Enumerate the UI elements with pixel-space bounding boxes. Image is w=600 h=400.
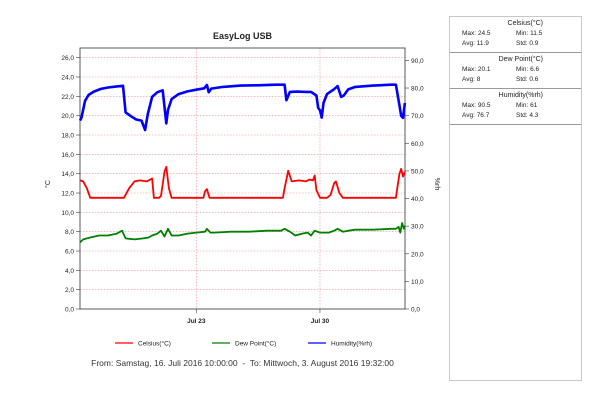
x-tick-label: Jul 23: [187, 318, 206, 325]
y-right-tick-label: 60,0: [411, 141, 424, 148]
stats-title: Dew Point(°C): [498, 56, 543, 63]
stats-row: Max: 90.5 Min: 61: [450, 101, 581, 111]
stats-section-dew-point: Dew Point(°C) Max: 20.1 Min: 6.6 Avg: 8 …: [450, 53, 581, 89]
y-left-tick-label: 16,0: [61, 152, 74, 159]
stats-row: Max: 24.5 Min: 11.5: [450, 29, 581, 39]
stats-row: Avg: 11.9 Std: 0.9: [450, 39, 581, 49]
series-line: [79, 165, 406, 199]
legend-label: Humidity(%rh): [331, 341, 372, 348]
y-right-tick-label: 50,0: [411, 168, 424, 175]
y-left-label: °C: [44, 180, 52, 188]
series-line: [79, 222, 406, 243]
stats-avg: Avg: 8: [462, 76, 481, 83]
y-right-tick-label: 30,0: [411, 224, 424, 231]
x-tick-label: Jul 30: [311, 318, 330, 325]
series-line: [78, 83, 407, 132]
stats-title: Humidity(%rh): [498, 92, 543, 99]
y-right-tick-label: 80,0: [411, 86, 424, 93]
stats-max: Max: 90.5: [462, 102, 491, 109]
y-right-tick-label: 20,0: [411, 251, 424, 258]
y-right-tick-label: 90,0: [411, 58, 424, 65]
chart-title: EasyLog USB: [213, 31, 273, 41]
plot-frame: [79, 47, 406, 310]
stats-panel: Celsius(°C) Max: 24.5 Min: 11.5 Avg: 11.…: [449, 16, 582, 381]
y-left-tick-label: 10,0: [61, 210, 74, 217]
date-range-text: From: Samstag, 16. Juli 2016 10:00:00 - …: [91, 358, 394, 368]
stats-avg: Avg: 11.9: [462, 40, 489, 47]
stats-row: Avg: 76.7 Std: 4.3: [450, 111, 581, 121]
y-left-tick-label: 6,0: [65, 249, 74, 256]
stats-min: Min: 11.5: [516, 30, 543, 37]
stats-row: Avg: 8 Std: 0.6: [450, 75, 581, 85]
y-right-label: %rh: [433, 178, 440, 191]
y-right-tick-label: 40,0: [411, 196, 424, 203]
stats-section-celsius: Celsius(°C) Max: 24.5 Min: 11.5 Avg: 11.…: [450, 17, 581, 53]
y-right-tick-label: 0,0: [411, 307, 420, 314]
y-left-tick-label: 26,0: [61, 55, 74, 62]
stats-section-humidity: Humidity(%rh) Max: 90.5 Min: 61 Avg: 76.…: [450, 89, 581, 125]
stats-row: Max: 20.1 Min: 6.6: [450, 65, 581, 75]
y-left-tick-label: 4,0: [65, 268, 74, 275]
y-left-tick-label: 24,0: [61, 75, 74, 82]
y-left-tick-label: 22,0: [61, 94, 74, 101]
y-left-tick-label: 0,0: [65, 307, 74, 314]
y-left-tick-label: 20,0: [61, 113, 74, 120]
y-right-tick-label: 70,0: [411, 113, 424, 120]
y-left-tick-label: 12,0: [61, 191, 74, 198]
stats-max: Max: 20.1: [462, 66, 491, 73]
stats-std: Std: 4.3: [516, 112, 539, 119]
stats-std: Std: 0.9: [516, 40, 539, 47]
stats-avg: Avg: 76.7: [462, 112, 490, 119]
y-left-tick-label: 8,0: [65, 229, 74, 236]
y-left-tick-label: 14,0: [61, 171, 74, 178]
stats-min: Min: 61: [516, 102, 538, 109]
y-left-tick-label: 2,0: [65, 287, 74, 294]
stats-max: Max: 24.5: [462, 30, 491, 37]
stats-title: Celsius(°C): [507, 20, 543, 27]
y-left-tick-label: 18,0: [61, 133, 74, 140]
legend-label: Dew Point(°C): [235, 340, 276, 348]
stats-std: Std: 0.6: [516, 76, 539, 83]
y-right-tick-label: 10,0: [411, 279, 424, 286]
legend-label: Celsius(°C): [138, 340, 171, 348]
stats-min: Min: 6.6: [516, 66, 540, 73]
